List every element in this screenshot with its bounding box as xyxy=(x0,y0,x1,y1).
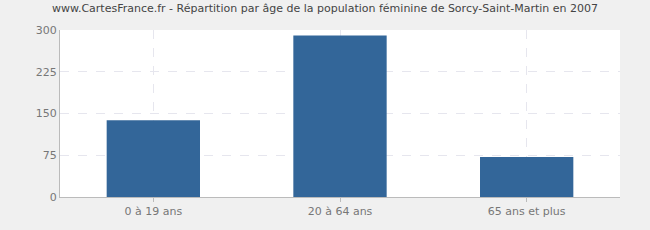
svg-text:75: 75 xyxy=(43,149,57,162)
svg-text:20 à 64 ans: 20 à 64 ans xyxy=(308,205,373,218)
svg-text:150: 150 xyxy=(36,107,57,120)
svg-text:225: 225 xyxy=(36,66,57,79)
svg-text:300: 300 xyxy=(36,24,57,37)
svg-text:0 à 19 ans: 0 à 19 ans xyxy=(124,205,182,218)
svg-text:www.CartesFrance.fr - Répartit: www.CartesFrance.fr - Répartition par âg… xyxy=(52,2,598,15)
svg-text:65 ans et plus: 65 ans et plus xyxy=(488,205,566,218)
svg-text:0: 0 xyxy=(50,191,57,204)
